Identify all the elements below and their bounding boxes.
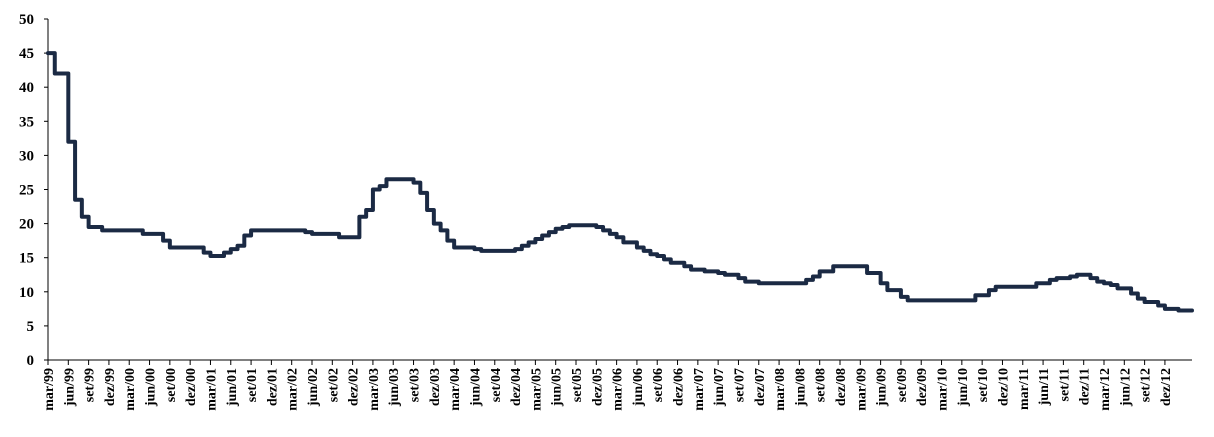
x-tick-label: jun/08 bbox=[793, 368, 808, 407]
y-tick-label: 5 bbox=[27, 319, 35, 335]
y-tick-label: 25 bbox=[19, 183, 34, 199]
x-tick-label: dez/12 bbox=[1159, 368, 1174, 406]
x-tick-label: set/04 bbox=[489, 368, 504, 402]
x-tick-label: dez/99 bbox=[103, 368, 118, 406]
x-tick-label: jun/10 bbox=[956, 368, 971, 407]
x-tick-label: set/02 bbox=[326, 368, 341, 402]
x-tick-label: jun/04 bbox=[468, 368, 483, 407]
x-tick-label: jun/01 bbox=[225, 368, 240, 407]
x-tick-label: set/09 bbox=[895, 368, 910, 402]
x-tick-label: mar/10 bbox=[936, 368, 951, 411]
x-tick-label: set/10 bbox=[976, 368, 991, 402]
y-tick-label: 40 bbox=[19, 80, 34, 96]
x-axis: mar/99 jun/99 set/99 dez/99 mar/00 jun/00 set/… bbox=[42, 359, 1192, 411]
x-tick-label: dez/04 bbox=[509, 368, 524, 406]
x-tick-label: mar/08 bbox=[773, 368, 788, 411]
series-group bbox=[46, 51, 1194, 313]
x-tick-label: jun/07 bbox=[712, 368, 727, 407]
y-tick-label: 50 bbox=[19, 12, 34, 28]
x-tick-label: mar/11 bbox=[1017, 368, 1032, 410]
x-tick-label: mar/09 bbox=[854, 368, 869, 411]
x-tick-label: set/12 bbox=[1139, 368, 1154, 402]
x-tick-label: jun/02 bbox=[306, 368, 321, 407]
y-tick-label: 15 bbox=[19, 251, 34, 267]
x-tick-label: jun/99 bbox=[62, 368, 77, 407]
x-tick-label: jun/00 bbox=[144, 368, 159, 407]
x-tick-label: jun/11 bbox=[1037, 368, 1052, 406]
y-tick-label: 10 bbox=[19, 285, 34, 301]
x-tick-label: dez/07 bbox=[753, 368, 768, 406]
y-tick-label: 45 bbox=[19, 46, 34, 62]
x-tick-label: dez/06 bbox=[672, 368, 687, 406]
x-tick-label: jun/05 bbox=[550, 368, 565, 407]
x-tick-label: set/99 bbox=[83, 368, 98, 402]
x-tick-label: set/03 bbox=[408, 368, 423, 402]
x-tick-label: jun/12 bbox=[1118, 368, 1133, 407]
x-tick-label: set/00 bbox=[164, 368, 179, 402]
x-tick-label: mar/01 bbox=[204, 368, 219, 411]
x-tick-label: dez/11 bbox=[1078, 368, 1093, 405]
y-axis: 0 5 10 15 20 25 30 35 40 45 50 bbox=[19, 12, 49, 369]
x-tick-label: mar/07 bbox=[692, 368, 707, 411]
y-tick-label: 35 bbox=[19, 114, 34, 130]
x-tick-label: mar/00 bbox=[123, 368, 138, 411]
x-tick-label: dez/08 bbox=[834, 368, 849, 406]
y-tick-label: 0 bbox=[27, 353, 35, 369]
x-tick-label: mar/12 bbox=[1098, 368, 1113, 411]
x-tick-label: mar/02 bbox=[286, 368, 301, 411]
x-tick-label: dez/10 bbox=[996, 368, 1011, 406]
x-tick-label: jun/09 bbox=[875, 368, 890, 407]
x-tick-label: dez/05 bbox=[590, 368, 605, 406]
x-tick-label: dez/09 bbox=[915, 368, 930, 406]
y-tick-label: 20 bbox=[19, 217, 34, 233]
x-tick-label: set/06 bbox=[651, 368, 666, 402]
x-tick-label: mar/05 bbox=[529, 368, 544, 411]
x-tick-label: dez/02 bbox=[347, 368, 362, 406]
x-tick-label: jun/03 bbox=[387, 368, 402, 407]
x-tick-label: set/05 bbox=[570, 368, 585, 402]
x-tick-label: mar/04 bbox=[448, 368, 463, 411]
x-tick-label: set/01 bbox=[245, 368, 260, 402]
x-tick-label: set/08 bbox=[814, 368, 829, 402]
x-tick-label: mar/03 bbox=[367, 368, 382, 411]
x-tick-label: dez/00 bbox=[184, 368, 199, 406]
x-tick-label: dez/01 bbox=[265, 368, 280, 406]
x-tick-label: mar/06 bbox=[611, 368, 626, 411]
x-tick-label: jun/06 bbox=[631, 368, 646, 407]
y-tick-label: 30 bbox=[19, 148, 34, 164]
x-tick-label: set/11 bbox=[1057, 368, 1072, 401]
series-line bbox=[46, 51, 1194, 313]
x-tick-label: set/07 bbox=[732, 368, 747, 402]
x-tick-label: dez/03 bbox=[428, 368, 443, 406]
x-tick-label: mar/99 bbox=[42, 368, 57, 411]
